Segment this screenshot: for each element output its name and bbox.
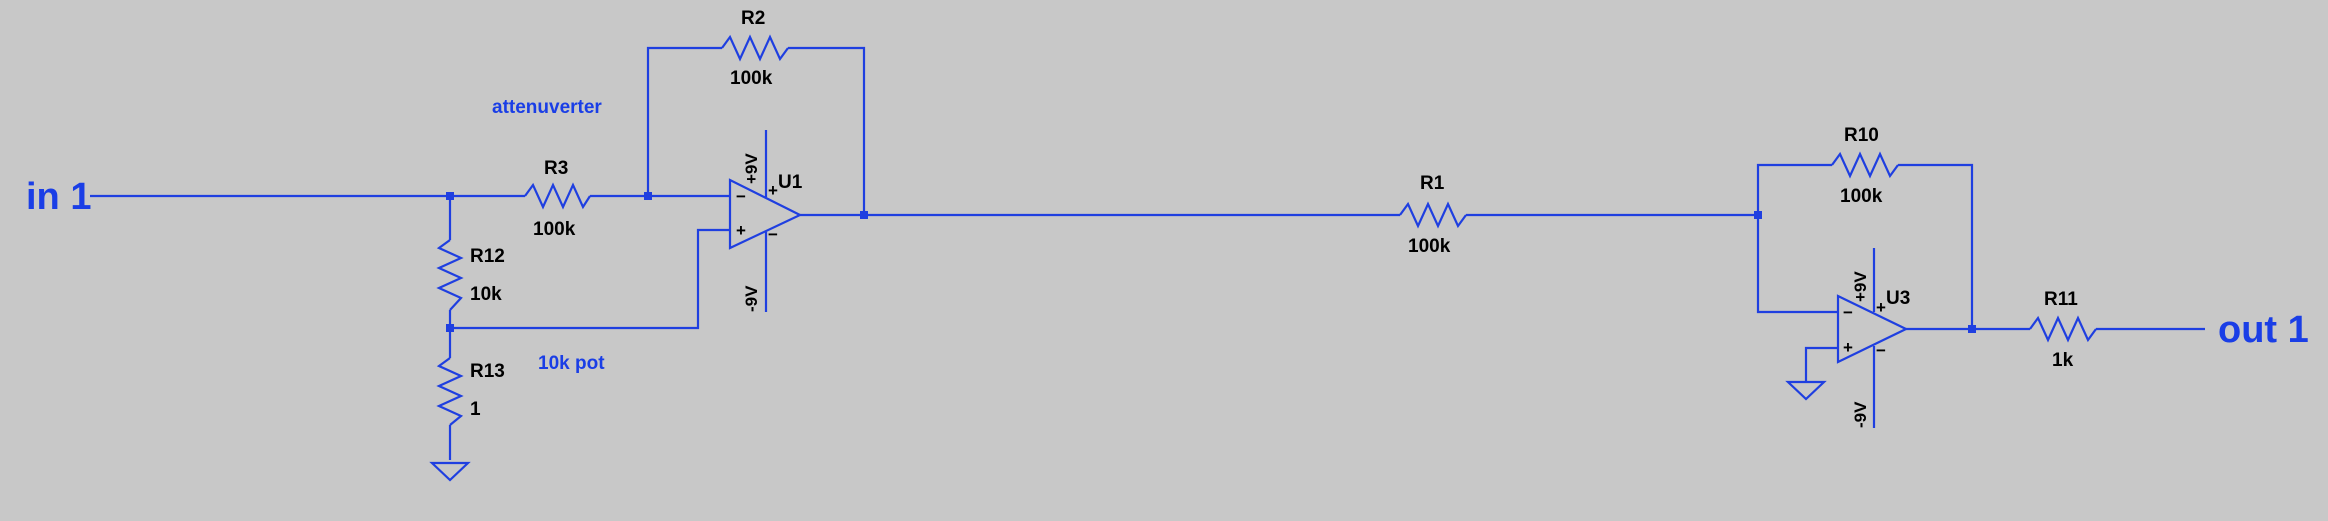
u1-bottom-minus: − bbox=[768, 225, 778, 244]
resistor-r2 bbox=[721, 34, 789, 62]
u1-ref: U1 bbox=[778, 172, 803, 193]
r3-ref: R3 bbox=[544, 158, 568, 179]
r11-ref: R11 bbox=[2044, 289, 2078, 310]
u1-vneg: -9V bbox=[742, 285, 761, 312]
junction-dot bbox=[1968, 325, 1976, 333]
ground-symbol-2 bbox=[1785, 380, 1827, 401]
u3-ref: U3 bbox=[1886, 288, 1910, 309]
resistor-r11 bbox=[2029, 315, 2097, 343]
r12-value: 10k bbox=[470, 284, 502, 305]
net-label-attenuverter: attenuverter bbox=[492, 97, 602, 118]
input-port-label: in 1 bbox=[26, 176, 91, 218]
wire-r2-loop bbox=[646, 46, 866, 215]
junction-dot bbox=[446, 192, 454, 200]
u1-top-plus: + bbox=[768, 181, 778, 200]
u3-top-plus: + bbox=[1876, 298, 1886, 317]
resistor-r13 bbox=[436, 357, 464, 426]
r13-value: 1 bbox=[470, 399, 481, 420]
opamp-u3 bbox=[1836, 248, 1909, 428]
u3-bottom-minus: − bbox=[1876, 341, 1886, 360]
u1-vpos: +9V bbox=[742, 153, 761, 184]
r2-ref: R2 bbox=[741, 8, 765, 29]
wire-r10-loop bbox=[1756, 163, 1974, 329]
opamp-u1 bbox=[728, 130, 803, 312]
r13-ref: R13 bbox=[470, 361, 505, 382]
junction-dot bbox=[446, 324, 454, 332]
net-label-pot: 10k pot bbox=[538, 353, 605, 374]
resistor-r1 bbox=[1399, 201, 1467, 229]
u3-noninv-sign: + bbox=[1843, 338, 1853, 357]
r10-value: 100k bbox=[1840, 186, 1883, 207]
u3-vneg: -9V bbox=[1851, 401, 1870, 428]
r12-ref: R12 bbox=[470, 246, 505, 267]
wire-to-u3-minus bbox=[1756, 215, 1838, 314]
r2-value: 100k bbox=[730, 68, 773, 89]
r11-value: 1k bbox=[2052, 350, 2074, 371]
u1-inv-sign: − bbox=[736, 187, 746, 206]
output-port-label: out 1 bbox=[2218, 309, 2309, 351]
u1-noninv-sign: + bbox=[736, 221, 746, 240]
junction-dot bbox=[644, 192, 652, 200]
resistor-r3 bbox=[524, 182, 591, 210]
wire-u3-plus-gnd bbox=[1804, 346, 1838, 382]
junction-dot bbox=[860, 211, 868, 219]
junction-dot bbox=[1754, 211, 1762, 219]
u3-vpos: +9V bbox=[1851, 271, 1870, 302]
u3-inv-sign: − bbox=[1843, 303, 1853, 322]
r10-ref: R10 bbox=[1844, 125, 1879, 146]
r1-ref: R1 bbox=[1420, 173, 1445, 194]
ground-symbol-1 bbox=[429, 461, 471, 482]
resistor-r12 bbox=[436, 239, 464, 311]
resistor-r10 bbox=[1831, 151, 1899, 179]
wire-to-u1-plus bbox=[450, 228, 730, 330]
r3-value: 100k bbox=[533, 219, 576, 240]
r1-value: 100k bbox=[1408, 236, 1451, 257]
